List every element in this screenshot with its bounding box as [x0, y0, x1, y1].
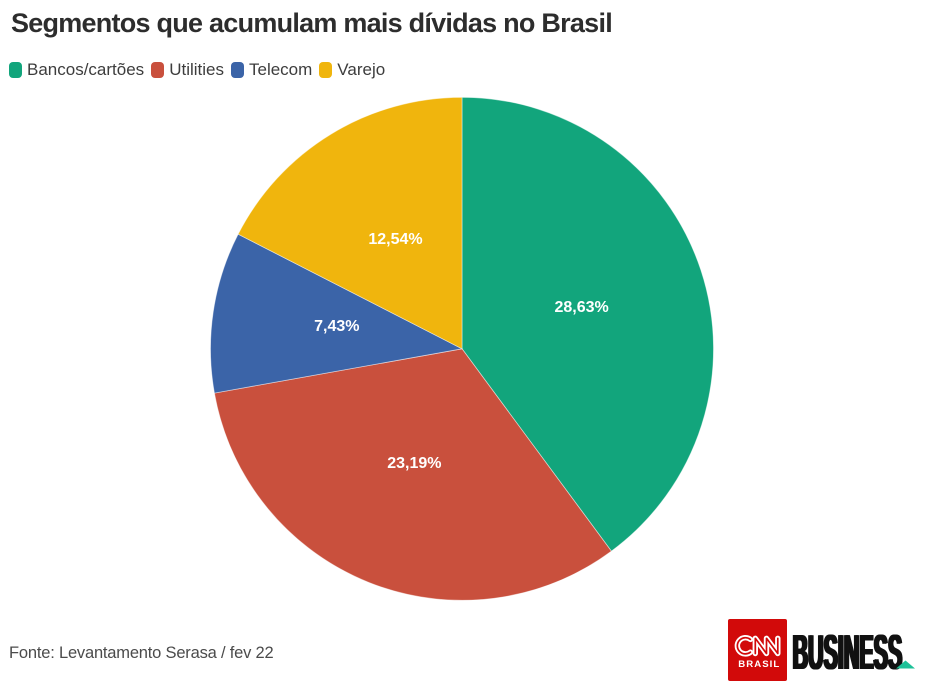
svg-text:BRASIL: BRASIL: [738, 659, 780, 670]
svg-text:BUSINESS: BUSINESS: [793, 625, 903, 681]
svg-text:BUSINESS: BUSINESS: [794, 625, 904, 681]
svg-text:BUSINESS: BUSINESS: [791, 625, 901, 681]
